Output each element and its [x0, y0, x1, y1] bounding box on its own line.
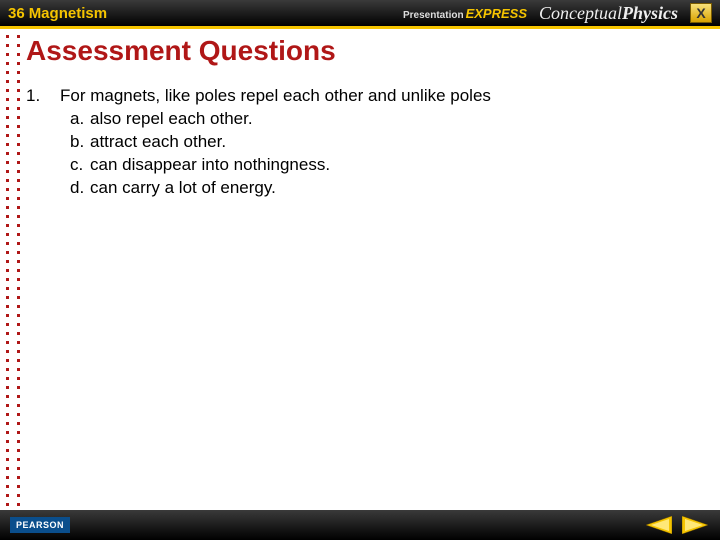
option-text: also repel each other.	[90, 108, 690, 131]
next-button[interactable]	[680, 515, 710, 535]
option-row: b. attract each other.	[60, 131, 690, 154]
chapter-label: 36 Magnetism	[8, 5, 107, 22]
section-title: Assessment Questions	[26, 35, 336, 67]
option-letter: a.	[60, 108, 90, 131]
arrow-left-icon	[646, 516, 672, 534]
option-letter: d.	[60, 177, 90, 200]
question-body: For magnets, like poles repel each other…	[60, 85, 690, 200]
option-letter: c.	[60, 154, 90, 177]
option-text: can disappear into nothingness.	[90, 154, 690, 177]
option-text: can carry a lot of energy.	[90, 177, 690, 200]
close-button[interactable]: X	[690, 3, 712, 23]
option-row: c. can disappear into nothingness.	[60, 154, 690, 177]
dot-column-right	[17, 35, 20, 504]
option-text: attract each other.	[90, 131, 690, 154]
dot-column-left	[6, 35, 9, 504]
question-stem: For magnets, like poles repel each other…	[60, 85, 690, 108]
option-row: a. also repel each other.	[60, 108, 690, 131]
nav-arrows	[644, 515, 710, 535]
chapter-number: 36	[8, 5, 25, 22]
option-row: d. can carry a lot of energy.	[60, 177, 690, 200]
book-part2: Physics	[622, 3, 678, 24]
question-block: 1. For magnets, like poles repel each ot…	[26, 85, 690, 200]
header-bar: 36 Magnetism Presentation EXPRESS Concep…	[0, 0, 720, 26]
footer-bar: PEARSON	[0, 510, 720, 540]
book-part1: Conceptual	[539, 3, 622, 24]
option-letter: b.	[60, 131, 90, 154]
content-area: Assessment Questions 1. For magnets, lik…	[0, 29, 720, 510]
header-right: Presentation EXPRESS Conceptual Physics …	[403, 3, 712, 24]
publisher-logo: PEARSON	[10, 517, 70, 533]
prev-button[interactable]	[644, 515, 674, 535]
question-number: 1.	[26, 85, 60, 200]
arrow-right-icon	[682, 516, 708, 534]
brand-logo: Presentation EXPRESS	[403, 6, 527, 21]
options-list: a. also repel each other. b. attract eac…	[60, 108, 690, 200]
chapter-title: Magnetism	[29, 5, 107, 22]
book-title: Conceptual Physics	[539, 3, 678, 24]
brand-accent: EXPRESS	[466, 6, 527, 21]
brand-small: Presentation	[403, 10, 464, 21]
question-row: 1. For magnets, like poles repel each ot…	[26, 85, 690, 200]
close-icon: X	[696, 5, 705, 21]
